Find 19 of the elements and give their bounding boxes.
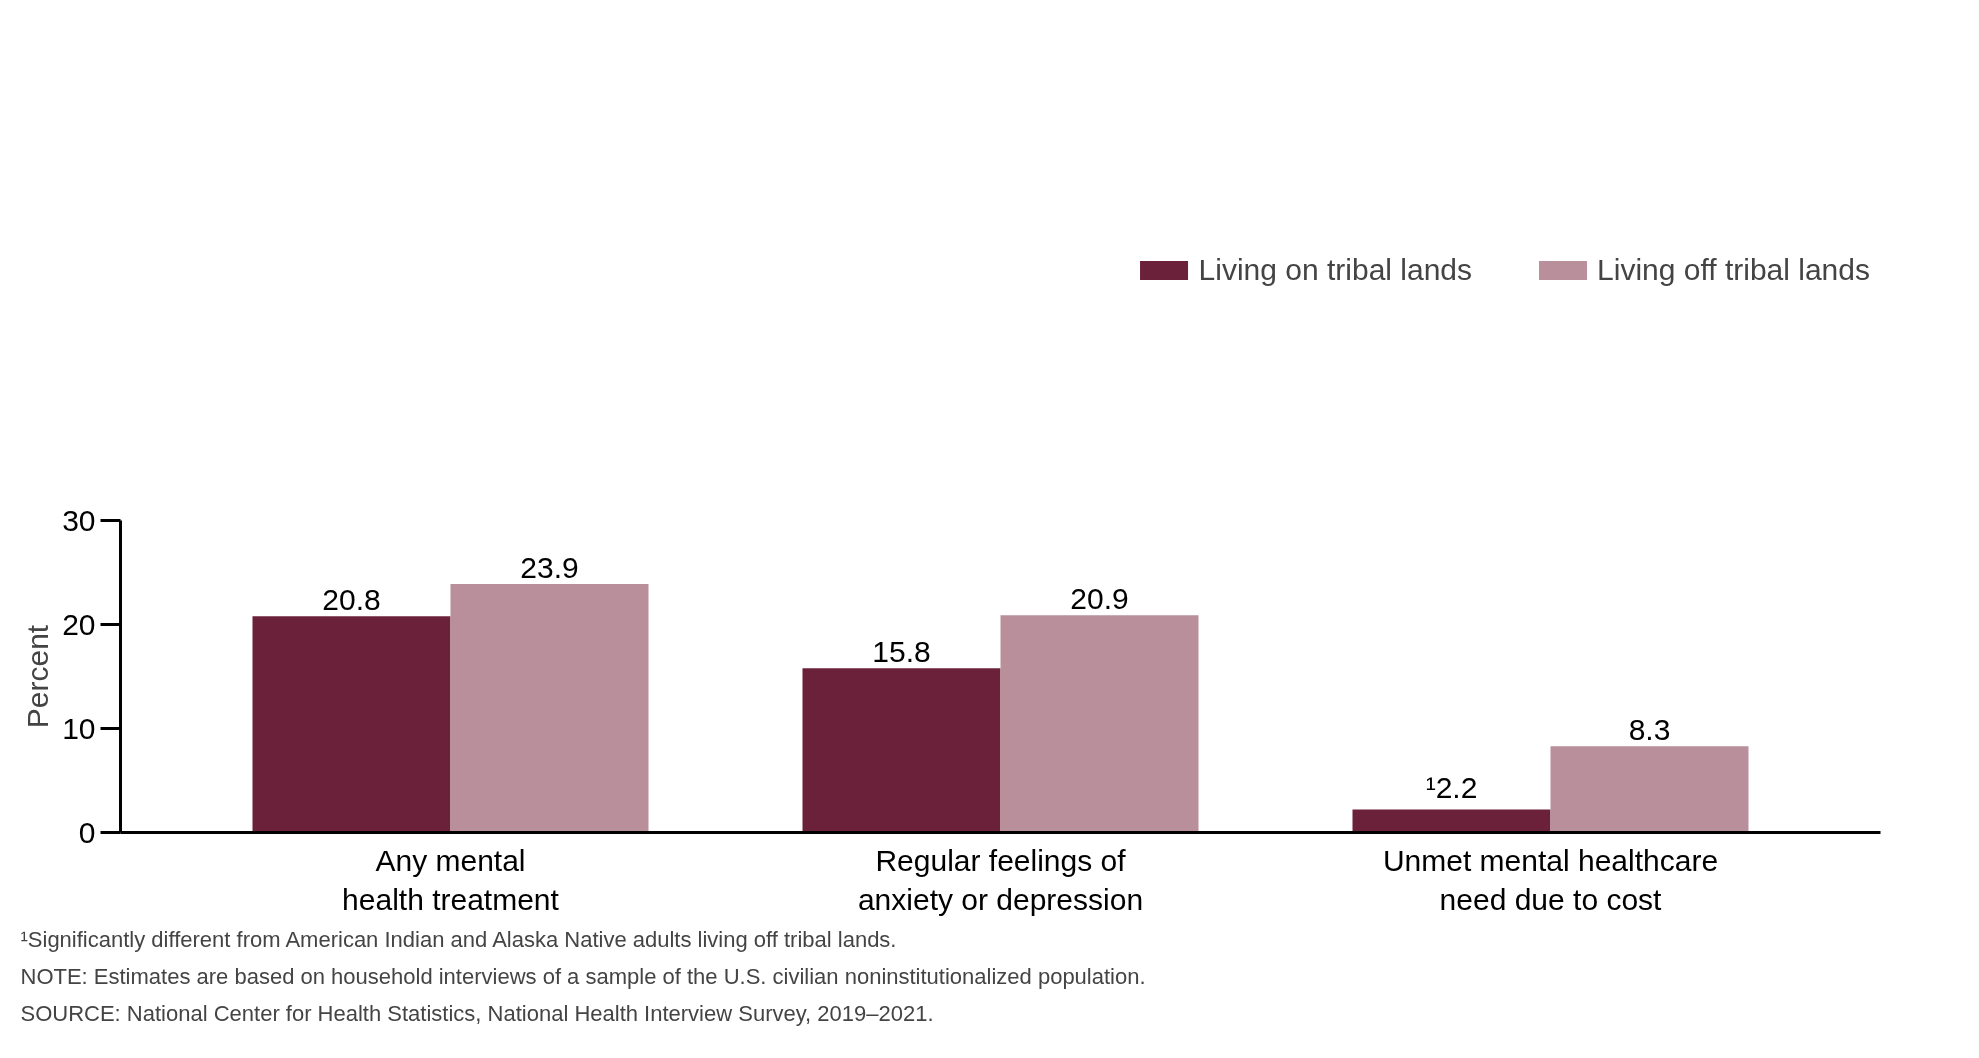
x-tick-label: Regular feelings of anxiety or depression: [857, 843, 1144, 917]
data-label: ¹2.2: [1425, 770, 1478, 804]
data-label: 20.8: [322, 583, 381, 617]
y-tick-label: 20: [62, 607, 96, 641]
text: ¹Significantly different from American Indian and Alaska Native adults living off tribal lands.: [20, 926, 897, 952]
x-tick-label: Any mental health treatment: [342, 843, 560, 917]
data-label: 8.3: [1628, 713, 1671, 747]
y-axis-title: Percent: [21, 624, 55, 729]
text: NOTE: Estimates are based on household interviews of a sample of the U.S. civilian noninstitutionalized population.: [20, 963, 1146, 989]
y-tick-label: 30: [62, 503, 96, 537]
y-tick-label: 10: [62, 711, 96, 745]
legend-label: Living on tribal lands: [1198, 253, 1473, 287]
legend-label: Living off tribal lands: [1597, 253, 1870, 287]
data-label: 23.9: [520, 550, 579, 584]
x-tick-label: Unmet mental healthcare need due to cost: [1382, 843, 1719, 917]
y-tick-label: 0: [78, 815, 96, 849]
source-note: SOURCE: National Center for Health Statistics, National Health Interview Survey, 2019–2021.: [20, 1000, 934, 1026]
data-label: 20.9: [1070, 582, 1129, 616]
data-label: 15.8: [872, 635, 931, 669]
